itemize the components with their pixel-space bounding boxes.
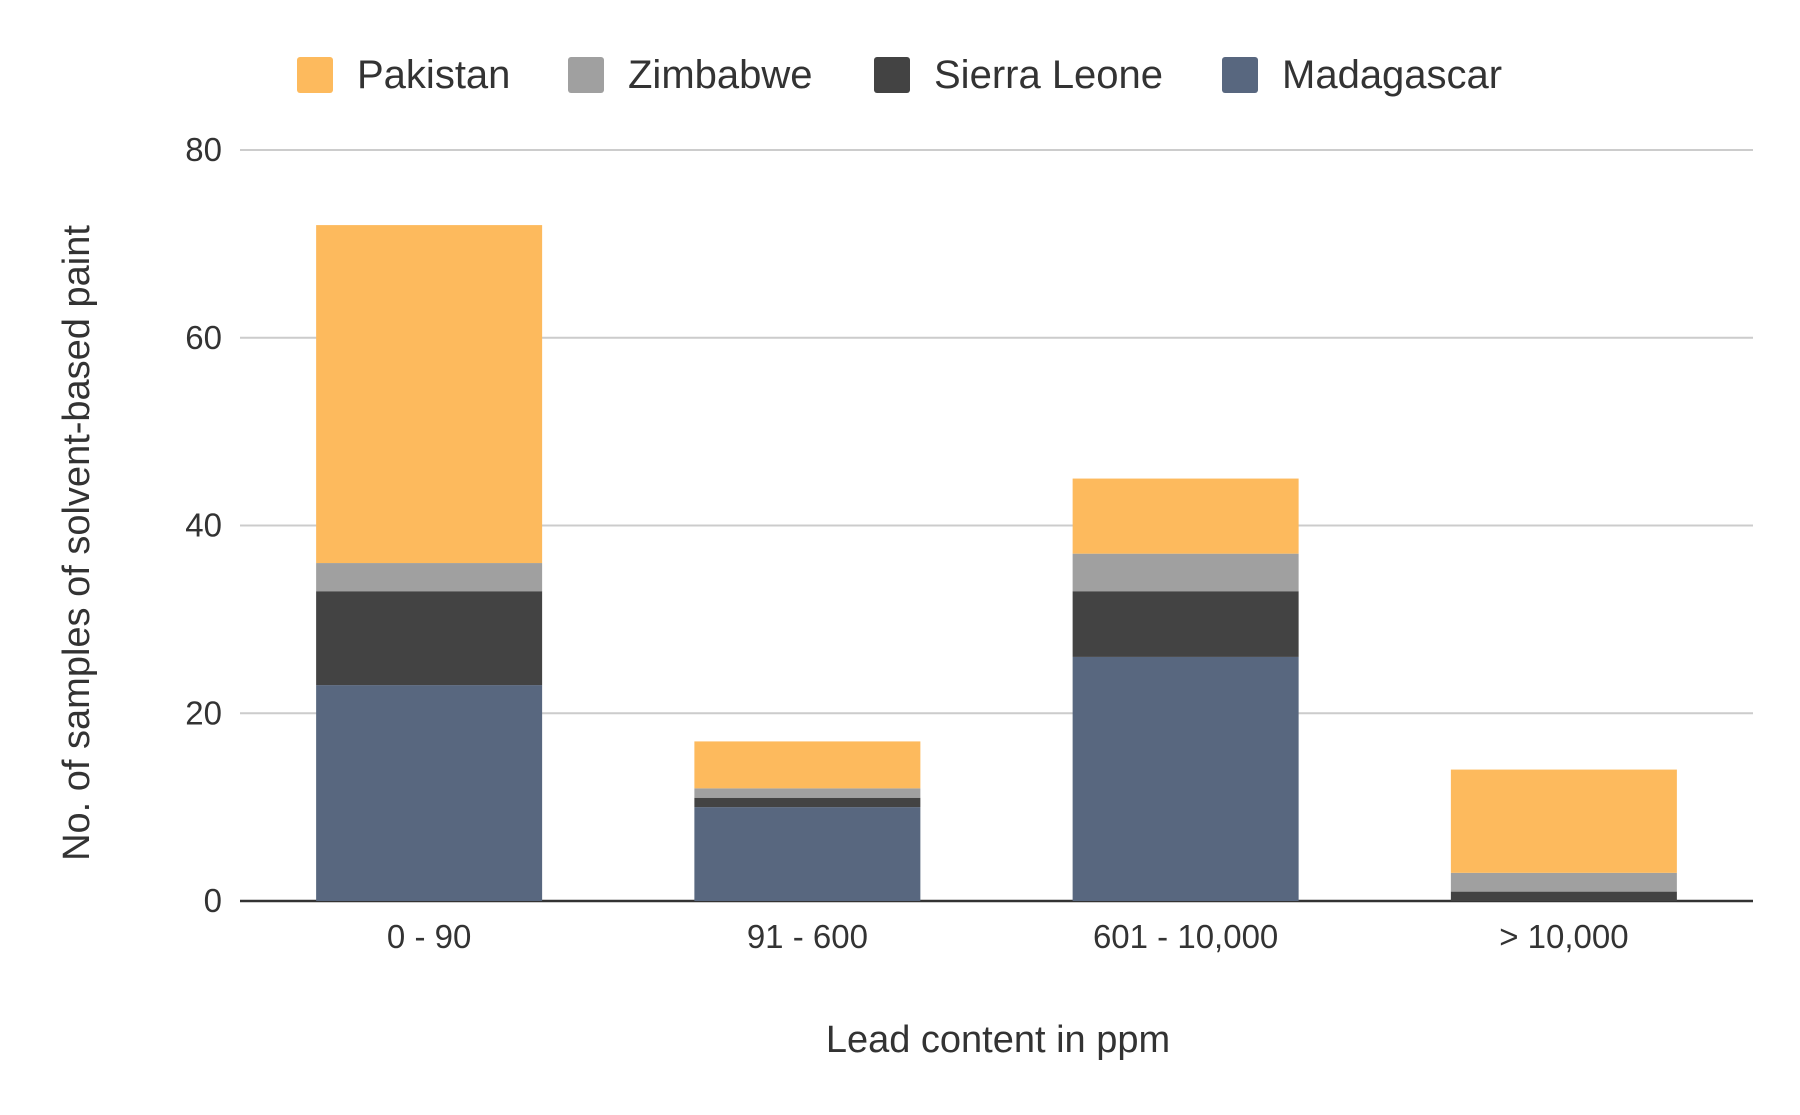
bar-zimbabwe-10-000 <box>1450 872 1677 892</box>
y-tick-label-20: 20 <box>185 694 222 731</box>
bar-sierra-leone-91-600 <box>694 797 921 808</box>
bar-madagascar-601-10-000 <box>1072 656 1299 901</box>
bar-sierra-leone-601-10-000 <box>1072 591 1299 657</box>
legend-swatch-madagascar <box>1222 57 1258 93</box>
bar-sierra-leone-0-90 <box>316 591 543 686</box>
legend-label-zimbabwe: Zimbabwe <box>628 53 813 97</box>
legend-swatch-zimbabwe <box>568 57 604 93</box>
x-tick-label-0-90: 0 - 90 <box>387 918 471 955</box>
bar-sierra-leone-10-000 <box>1450 891 1677 901</box>
y-axis-ticks: 0 20 40 60 80 <box>185 131 222 919</box>
legend-swatch-sierra-leone <box>874 57 910 93</box>
y-axis-title: No. of samples of solvent-based paint <box>56 225 98 861</box>
legend-label-madagascar: Madagascar <box>1282 53 1502 97</box>
legend-label-pakistan: Pakistan <box>357 53 510 97</box>
y-tick-label-40: 40 <box>185 507 222 544</box>
x-tick-label-91-600: 91 - 600 <box>747 918 868 955</box>
legend-swatch-pakistan <box>297 57 333 93</box>
y-tick-label-80: 80 <box>185 131 222 168</box>
legend: Pakistan Zimbabwe Sierra Leone Madagascar <box>297 53 1502 97</box>
legend-label-sierra-leone: Sierra Leone <box>934 53 1163 97</box>
bar-zimbabwe-601-10-000 <box>1072 553 1299 592</box>
x-axis-title: Lead content in ppm <box>826 1019 1170 1061</box>
bar-madagascar-0-90 <box>316 685 543 901</box>
x-tick-label-10-000: > 10,000 <box>1499 918 1628 955</box>
y-tick-label-60: 60 <box>185 319 222 356</box>
bar-madagascar-91-600 <box>694 807 921 901</box>
bar-zimbabwe-91-600 <box>694 788 921 798</box>
bars <box>316 225 1677 901</box>
bar-pakistan-10-000 <box>1450 769 1677 873</box>
x-axis-ticks: 0 - 90 91 - 600 601 - 10,000 > 10,000 <box>387 918 1629 955</box>
bar-zimbabwe-0-90 <box>316 563 543 592</box>
y-tick-label-0: 0 <box>204 882 222 919</box>
bar-pakistan-601-10-000 <box>1072 478 1299 554</box>
bar-pakistan-91-600 <box>694 741 921 789</box>
x-tick-label-601-10-000: 601 - 10,000 <box>1093 918 1278 955</box>
bar-pakistan-0-90 <box>316 225 543 564</box>
